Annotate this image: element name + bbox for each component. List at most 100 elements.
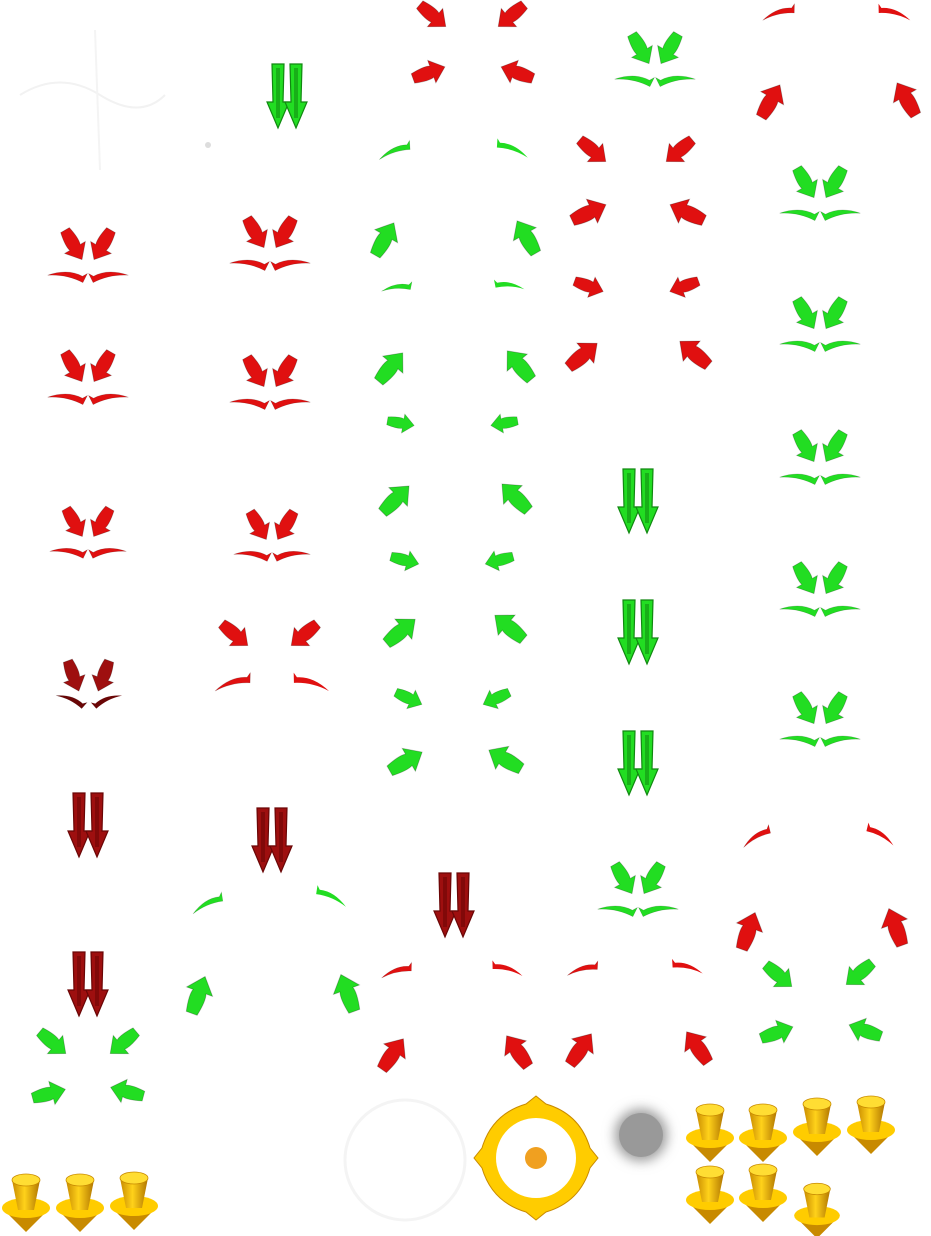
converging-arrows-icon [614, 31, 696, 87]
converging-arrows-icon [569, 135, 707, 226]
arrow-shade [443, 877, 447, 927]
arrow-icon [822, 296, 848, 330]
arrow-icon [109, 1027, 140, 1055]
converging-arrows-icon [779, 561, 861, 617]
arrow-icon [792, 296, 818, 330]
arrow-icon [512, 220, 542, 257]
cone-marker-icon [56, 1173, 104, 1232]
arrow-icon [845, 958, 876, 986]
arrow-icon [332, 973, 361, 1014]
double-down-arrow-icon [433, 872, 475, 939]
converging-arrows-icon [779, 165, 861, 221]
arrow-tail-icon [87, 393, 129, 405]
diverging-arrows-icon [735, 822, 909, 952]
arrow-icon [657, 31, 683, 65]
gray-shadow-icon [615, 1109, 667, 1161]
arrow-shade [645, 604, 649, 654]
arrow-tail-icon [381, 280, 413, 292]
arrow-tail-icon [779, 735, 821, 747]
arrow-tail-icon [779, 340, 821, 352]
arrow-tail-icon [214, 671, 251, 692]
arrow-icon [378, 485, 410, 517]
arrow-icon [822, 429, 848, 463]
arrow-icon [569, 198, 607, 226]
arrow-icon [665, 135, 696, 163]
double-down-arrow-icon [251, 807, 293, 874]
arrow-icon [892, 82, 922, 119]
arrow-shade [294, 68, 298, 118]
arrow-icon [273, 508, 299, 541]
arrow-tail-icon [233, 551, 273, 562]
arrow-tail-icon [192, 891, 224, 915]
arrow-icon [410, 59, 446, 84]
arrow-icon [822, 165, 848, 199]
arrow-tail-icon [819, 340, 861, 352]
arrow-icon [272, 354, 298, 388]
arrow-icon [735, 911, 764, 952]
arrow-icon [91, 658, 115, 692]
converging-arrows-icon [47, 227, 129, 283]
arrow-icon [245, 508, 271, 541]
arrow-tail-icon [90, 695, 123, 709]
converging-arrows-icon [47, 349, 129, 405]
arrow-tail-icon [819, 473, 861, 485]
arrow-icon [185, 975, 214, 1016]
converging-arrows-icon [779, 691, 861, 747]
arrow-shade [627, 604, 631, 654]
converging-arrows-icon [779, 429, 861, 485]
arrow-tail-icon [779, 473, 821, 485]
arrow-shade [77, 797, 81, 847]
arrow-tail-icon [229, 398, 271, 410]
arrow-tail-icon [379, 139, 411, 160]
arrow-shade [627, 735, 631, 785]
arrow-tail-icon [55, 695, 88, 709]
diverging-arrows-icon [369, 138, 542, 292]
diverging-arrows-icon [185, 885, 361, 1016]
arrow-tail-icon [47, 393, 89, 405]
arrow-tail-icon [819, 735, 861, 747]
arrow-tail-icon [494, 279, 525, 290]
cone-marker-icon [110, 1171, 158, 1230]
cone-marker-icon [794, 1182, 840, 1236]
diverging-arrows-icon [564, 958, 714, 1069]
diverging-arrows-icon [382, 614, 528, 777]
diverging-arrows-icon [373, 350, 537, 434]
arrow-tail-icon [779, 209, 821, 221]
arrow-icon [792, 561, 818, 595]
arrow-icon [60, 227, 86, 261]
cone-marker-icon [847, 1095, 895, 1154]
arrow-tail-icon [47, 271, 89, 283]
arrow-icon [488, 745, 525, 775]
cone-marker-icon [2, 1173, 50, 1232]
double-down-arrow-icon [266, 63, 308, 130]
arrow-icon [482, 688, 512, 710]
converging-arrows-icon [229, 215, 311, 271]
converging-arrows-icon [55, 658, 123, 709]
arrow-tail-icon [779, 605, 821, 617]
arrow-icon [500, 59, 536, 84]
arrow-icon [416, 0, 447, 28]
arrow-icon [684, 1031, 714, 1067]
arrow-icon [627, 31, 653, 65]
arrow-shade [95, 956, 99, 1006]
arrow-icon [386, 413, 415, 434]
arrow-tail-icon [819, 209, 861, 221]
cone-marker-icon [686, 1103, 734, 1162]
double-down-arrow-icon [617, 599, 659, 666]
arrow-icon [755, 84, 785, 121]
diverging-arrows-icon [378, 483, 533, 572]
arrow-icon [62, 658, 86, 692]
ghost-ring-icon [343, 1098, 467, 1222]
arrow-icon [506, 350, 537, 384]
arrow-icon [669, 276, 701, 298]
arrow-icon [90, 349, 116, 383]
arrow-tail-icon [229, 259, 271, 271]
arrow-icon [30, 1080, 66, 1106]
arrow-tail-icon [637, 905, 679, 917]
double-down-arrow-icon [67, 792, 109, 859]
arrow-icon [386, 747, 423, 777]
arrow-tail-icon [672, 958, 703, 974]
arrow-icon [382, 618, 416, 649]
